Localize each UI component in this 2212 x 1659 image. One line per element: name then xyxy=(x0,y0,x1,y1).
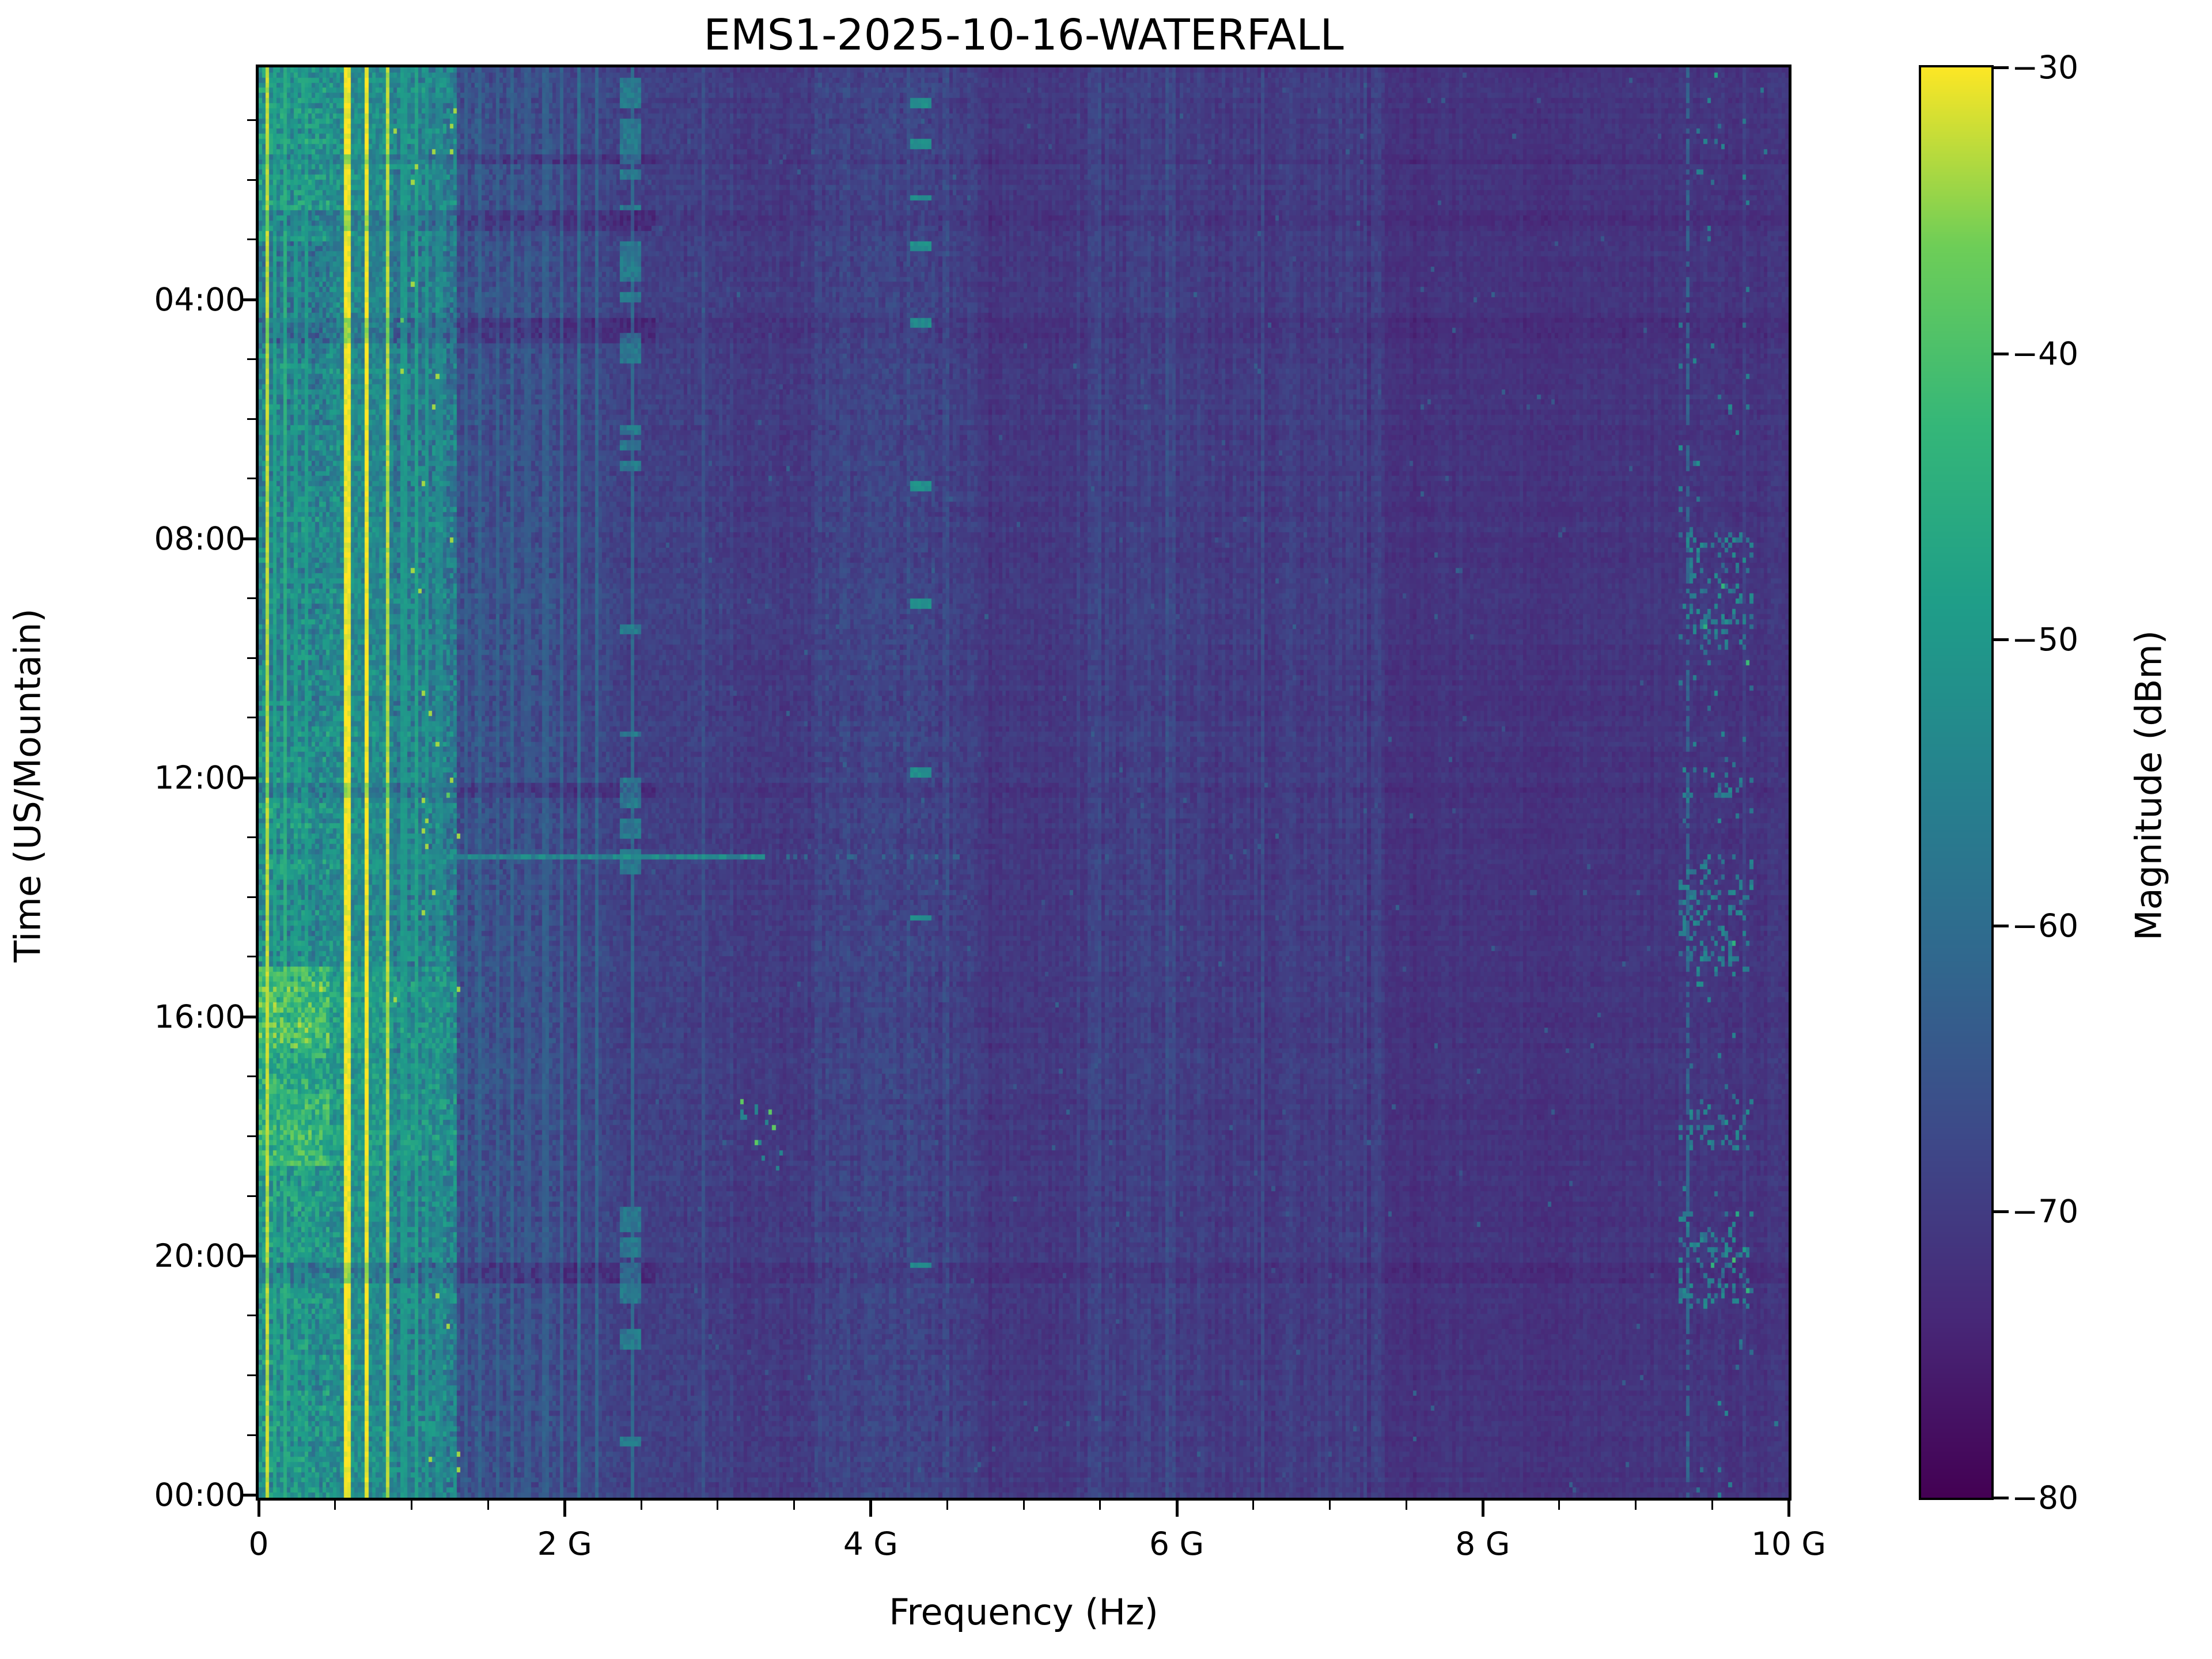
x-minor-tick-mark xyxy=(487,1501,489,1510)
y-tick-label: 12:00 xyxy=(154,759,245,796)
x-tick-mark xyxy=(257,1501,260,1517)
x-minor-tick-mark xyxy=(1328,1501,1331,1510)
colorbar-tick-label: −40 xyxy=(2012,335,2079,372)
y-minor-tick-mark xyxy=(247,1075,256,1077)
y-tick-mark xyxy=(240,776,256,779)
y-tick-mark xyxy=(240,1254,256,1257)
waterfall-heatmap xyxy=(259,67,1789,1498)
y-tick-label: 16:00 xyxy=(154,998,245,1035)
colorbar-tick-mark xyxy=(1994,1210,2009,1214)
colorbar-tick-mark xyxy=(1994,1497,2009,1499)
colorbar-tick-mark xyxy=(1994,66,2009,69)
x-tick-mark xyxy=(1481,1501,1484,1517)
x-minor-tick-mark xyxy=(1022,1501,1025,1510)
x-tick-mark xyxy=(1787,1501,1790,1517)
x-minor-tick-mark xyxy=(717,1501,719,1510)
colorbar-tick-mark xyxy=(1994,924,2009,927)
y-minor-tick-mark xyxy=(247,238,256,241)
y-tick-label: 04:00 xyxy=(154,281,245,318)
y-tick-label: 20:00 xyxy=(154,1237,245,1274)
x-minor-tick-mark xyxy=(1405,1501,1407,1510)
x-minor-tick-mark xyxy=(1252,1501,1254,1510)
colorbar-tick-mark xyxy=(1994,352,2009,355)
y-minor-tick-mark xyxy=(247,657,256,659)
y-minor-tick-mark xyxy=(247,1315,256,1317)
x-tick-mark xyxy=(869,1501,873,1517)
colorbar-tick-mark xyxy=(1994,638,2009,642)
colorbar-tick-label: −70 xyxy=(2012,1193,2079,1230)
y-minor-tick-mark xyxy=(247,717,256,719)
x-tick-label: 10 G xyxy=(1751,1525,1827,1562)
y-minor-tick-mark xyxy=(247,418,256,420)
plot-frame xyxy=(256,65,1791,1501)
x-minor-tick-mark xyxy=(946,1501,948,1510)
y-minor-tick-mark xyxy=(247,836,256,838)
x-minor-tick-mark xyxy=(411,1501,413,1510)
colorbar-tick-label: −50 xyxy=(2012,621,2079,658)
figure-title: EMS1-2025-10-16-WATERFALL xyxy=(703,10,1344,60)
x-minor-tick-mark xyxy=(640,1501,642,1510)
y-minor-tick-mark xyxy=(247,119,256,121)
colorbar-frame xyxy=(1919,65,1994,1500)
colorbar xyxy=(1921,67,1991,1498)
x-tick-label: 2 G xyxy=(537,1525,592,1562)
x-axis-label: Frequency (Hz) xyxy=(889,1591,1158,1633)
y-tick-mark xyxy=(240,1493,256,1497)
y-minor-tick-mark xyxy=(247,358,256,360)
y-tick-mark xyxy=(240,1015,256,1018)
y-minor-tick-mark xyxy=(247,1374,256,1376)
y-axis-label: Time (US/Mountain) xyxy=(6,608,49,963)
y-minor-tick-mark xyxy=(247,478,256,480)
x-minor-tick-mark xyxy=(1634,1501,1637,1510)
y-minor-tick-mark xyxy=(247,956,256,958)
x-minor-tick-mark xyxy=(334,1501,336,1510)
x-minor-tick-mark xyxy=(793,1501,796,1510)
colorbar-label: Magnitude (dBm) xyxy=(2127,630,2170,941)
x-minor-tick-mark xyxy=(1711,1501,1713,1510)
x-tick-mark xyxy=(1175,1501,1179,1517)
x-tick-label: 0 xyxy=(248,1525,269,1562)
x-tick-label: 6 G xyxy=(1149,1525,1205,1562)
x-tick-label: 4 G xyxy=(843,1525,898,1562)
y-minor-tick-mark xyxy=(247,1195,256,1197)
y-minor-tick-mark xyxy=(247,1434,256,1436)
y-tick-label: 00:00 xyxy=(154,1476,245,1513)
x-tick-label: 8 G xyxy=(1455,1525,1510,1562)
y-minor-tick-mark xyxy=(247,1135,256,1137)
x-tick-mark xyxy=(563,1501,567,1517)
colorbar-tick-label: −30 xyxy=(2012,49,2079,86)
y-minor-tick-mark xyxy=(247,896,256,898)
colorbar-tick-label: −60 xyxy=(2012,907,2079,944)
y-tick-mark xyxy=(240,537,256,540)
x-minor-tick-mark xyxy=(1558,1501,1560,1510)
x-minor-tick-mark xyxy=(1099,1501,1101,1510)
y-tick-label: 08:00 xyxy=(154,520,245,557)
y-minor-tick-mark xyxy=(247,179,256,181)
y-minor-tick-mark xyxy=(247,597,256,599)
y-tick-mark xyxy=(240,298,256,301)
colorbar-tick-label: −80 xyxy=(2012,1479,2079,1516)
